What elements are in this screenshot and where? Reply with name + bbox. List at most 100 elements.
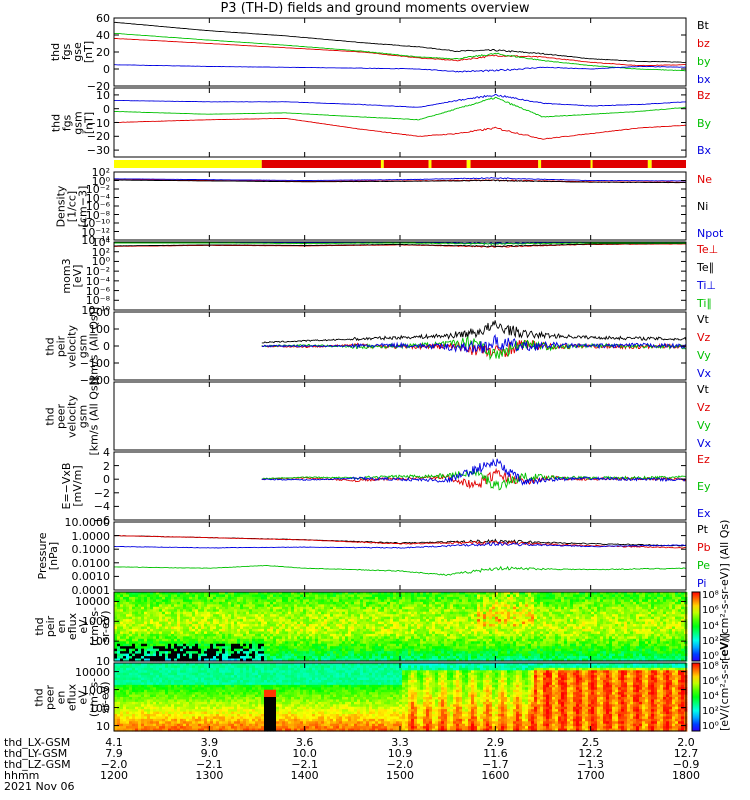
x-tick-value: 2.9 — [486, 736, 505, 749]
colorbar-tick-peir_eflux: 10⁸ — [702, 590, 719, 601]
y-tick-label-peer_eflux: 1000 — [82, 683, 110, 697]
mode-segment — [466, 160, 471, 168]
x-axis-row-label: thd_LY-GSM — [4, 747, 68, 760]
mode-segment — [541, 160, 591, 168]
series-fgs_gse-bz — [113, 37, 687, 67]
y-axis-label-peir_eflux: thd peir en eflux eV (cm²-s-sr-eV) — [32, 606, 112, 647]
x-tick-value: 1800 — [672, 769, 700, 782]
legend-pressure-Pt: Pt — [697, 523, 708, 536]
mode-segment — [651, 160, 686, 168]
y-tick-label-pressure: 1.0000 — [71, 529, 111, 543]
x-tick-value: −2.0 — [386, 758, 414, 771]
y-tick-label-peer_eflux: 10000 — [75, 665, 110, 679]
legend-moments_T-Te∥: Te∥ — [697, 261, 715, 274]
y-axis-label-efield: E=−VxB [mV/m] — [60, 462, 84, 510]
series-fgs_gsm-Bx — [113, 93, 686, 108]
x-tick-value: 4.1 — [105, 736, 123, 749]
y-tick-label-fgs_gse: 20 — [96, 46, 110, 59]
plot-date: 2021 Nov 06 — [4, 780, 75, 793]
y-tick-label-moments_T: 10⁻⁸ — [85, 294, 110, 308]
mode-segment — [261, 160, 381, 168]
legend-pressure-Pb: Pb — [697, 541, 711, 554]
colorbar-tick-peir_eflux: 10⁴ — [702, 620, 719, 632]
y-tick-label-pressure: 0.0001 — [71, 584, 111, 597]
series-fgs_gsm-Bz — [113, 117, 687, 140]
panel-fgs_gse — [113, 17, 687, 87]
x-tick-value: −1.7 — [481, 758, 509, 771]
y-tick-label-moments_T: 10⁻¹⁰ — [81, 304, 110, 317]
y-tick-label-fgs_gse: 60 — [96, 12, 110, 25]
y-tick-label-density: 10² — [91, 166, 110, 179]
x-tick-value: 3.9 — [200, 736, 219, 749]
y-tick-label-peir_eflux: 1000 — [82, 615, 110, 629]
y-tick-label-peer_eflux: 10 — [96, 719, 110, 733]
legend-fgs_gse-bx: bx — [697, 73, 711, 86]
x-tick-value: 10.0 — [292, 747, 317, 760]
legend-peer_velocity-Vz: Vz — [697, 401, 711, 414]
legend-fgs_gsm-Bx: Bx — [697, 144, 712, 157]
series-fgs_gsm-By — [113, 96, 687, 121]
series-efield-Ey — [261, 468, 687, 491]
panel-peir_eflux — [113, 591, 701, 662]
mode-segment — [470, 160, 539, 168]
series-pressure-Pe — [114, 564, 687, 577]
mode-bar — [114, 160, 686, 168]
y-tick-label-moments_T: 10⁰ — [91, 255, 110, 269]
x-tick-value: 10.9 — [387, 747, 413, 760]
panel-peir_velocity — [113, 311, 687, 381]
colorbar-tick-peer_eflux: 10⁴ — [702, 691, 719, 702]
x-tick-value: 1500 — [386, 769, 414, 782]
mode-segment — [592, 160, 648, 168]
legend-pressure-Pe: Pe — [697, 559, 711, 572]
series-pressure-Pb — [113, 534, 686, 549]
legend-density-Ni: Ni — [697, 200, 709, 213]
y-tick-label-density: 10⁻⁸ — [85, 208, 110, 222]
x-tick-value: −2.1 — [195, 758, 223, 771]
x-tick-value: −2.0 — [100, 758, 128, 771]
legend-peer_velocity-Vt: Vt — [697, 383, 709, 396]
series-fgs_gse-Bt — [113, 21, 687, 63]
series-peir_velocity-Vt — [261, 320, 687, 344]
y-tick-label-peir_eflux: 10000 — [75, 595, 110, 609]
legend-efield-Ey: Ey — [697, 480, 711, 493]
legend-peir_velocity-Vt: Vt — [697, 313, 709, 326]
colorbar-peer_eflux — [691, 662, 701, 732]
y-tick-label-peir_velocity: −100 — [79, 357, 110, 370]
legend-density-Npot: Npot — [697, 227, 724, 240]
x-tick-value: 2.0 — [677, 736, 695, 749]
y-tick-label-peir_eflux: 10 — [96, 655, 110, 668]
x-tick-value: 12.7 — [673, 747, 699, 760]
legend-pressure-Pi: Pi — [697, 577, 707, 590]
y-tick-label-efield: 4 — [103, 446, 110, 459]
y-tick-label-efield: 2 — [103, 459, 110, 473]
y-tick-label-fgs_gsm: −30 — [86, 144, 110, 158]
x-tick-value: 2.5 — [581, 736, 600, 749]
series-peir_velocity-Vx — [261, 333, 687, 354]
colorbar-tick-peir_eflux: 10² — [702, 635, 719, 647]
x-tick-value: −1.3 — [577, 758, 605, 771]
legend-fgs_gse-by: by — [697, 55, 711, 68]
legend-fgs_gsm-By: By — [697, 116, 712, 130]
y-tick-label-fgs_gsm: 10 — [96, 88, 110, 102]
colorbar-tick-peer_eflux: 10⁰ — [702, 721, 719, 732]
x-tick-value: 3.6 — [295, 736, 314, 749]
colorbar-label-peer_eflux: [eV/(cm²-s-sr-eV)] — [718, 633, 731, 731]
colorbar-tick-peer_eflux: 10² — [702, 706, 719, 717]
legend-peir_velocity-Vy: Vy — [697, 349, 711, 362]
y-axis-label-peir_velocity: thd peir velocity gsm [km/s (All Qs)] — [43, 306, 101, 385]
x-tick-value: −0.9 — [672, 758, 700, 771]
legend-efield-Ez: Ez — [697, 453, 710, 466]
y-axis-label-pressure: Pressure [nPa] — [36, 532, 60, 580]
legend-peir_velocity-Vz: Vz — [697, 331, 711, 344]
y-tick-label-density: 10⁻⁶ — [85, 200, 110, 213]
y-axis-label-moments_T: mom3 [eV] — [60, 258, 84, 294]
x-tick-value: 1700 — [576, 769, 605, 782]
legend-fgs_gse-Bt: Bt — [697, 19, 709, 32]
y-tick-label-fgs_gsm: −20 — [86, 130, 110, 144]
x-tick-value: 3.3 — [391, 736, 409, 749]
series-pressure-Pi — [113, 541, 687, 549]
y-tick-label-density: 10⁻⁴ — [85, 191, 110, 205]
y-axis-label-peer_eflux: thd peer en eflux eV (cm²-s-sr-eV) — [32, 677, 112, 717]
y-tick-label-pressure: 0.0100 — [71, 556, 111, 570]
y-tick-label-density: 10⁰ — [91, 174, 110, 188]
